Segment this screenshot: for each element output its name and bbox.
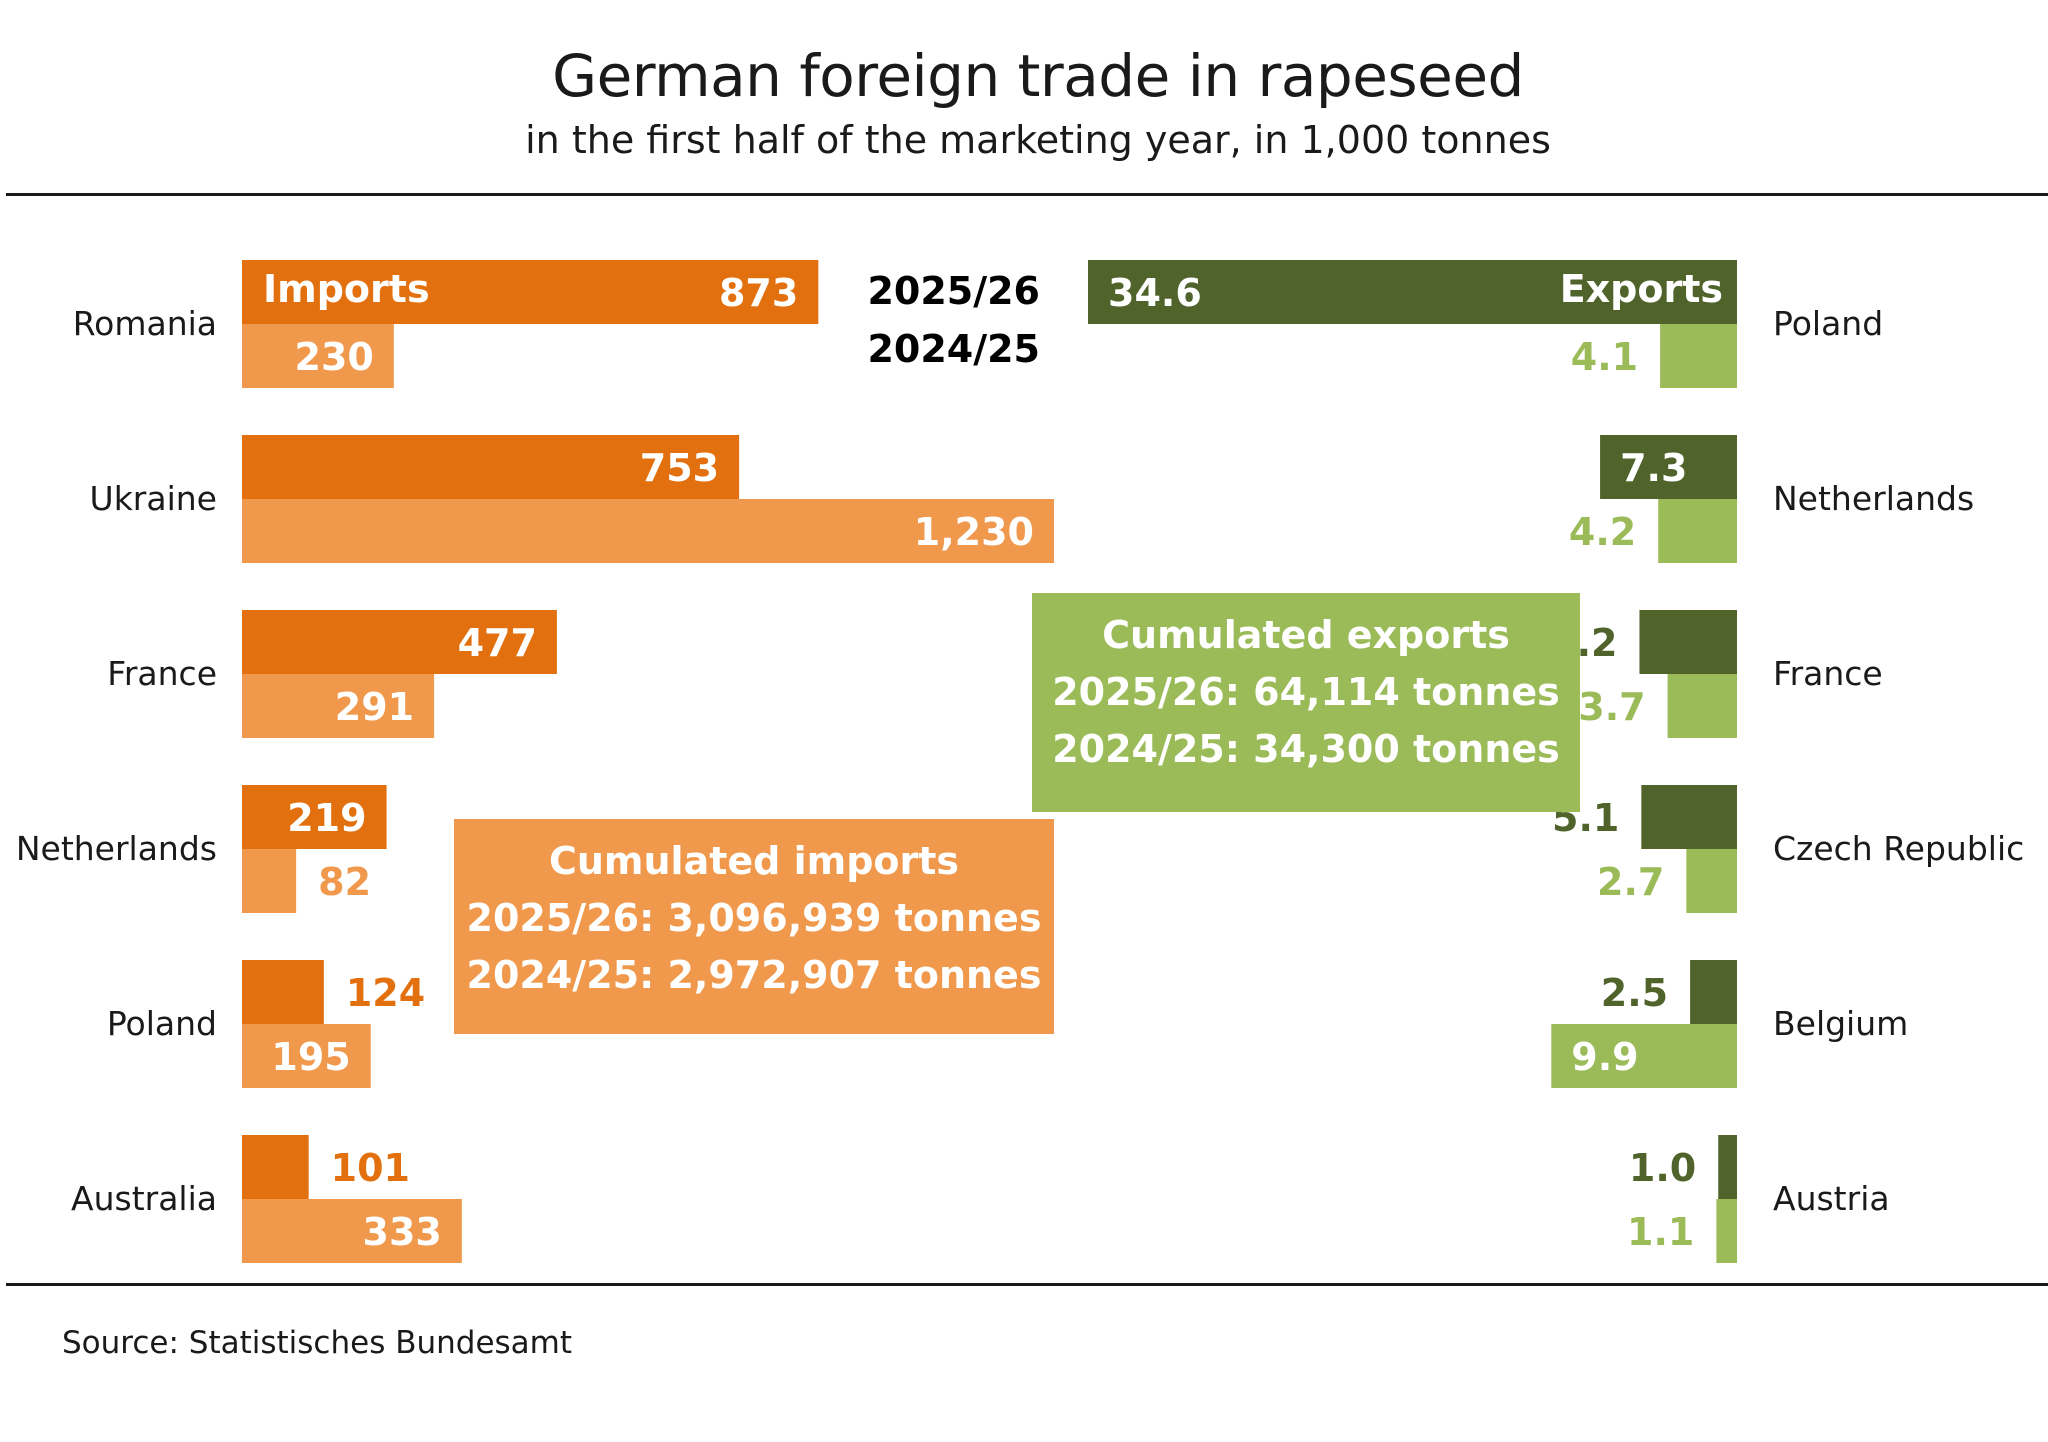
import-bar-romania-2025-26: [242, 260, 819, 324]
import-value-label: 230: [295, 335, 374, 379]
import-country-label: Netherlands: [16, 829, 217, 868]
import-value-label: 195: [271, 1035, 350, 1079]
import-bar-australia-2025-26: [242, 1135, 309, 1199]
source-note: Source: Statistisches Bundesamt: [62, 1325, 573, 1361]
import-bar-ukraine-2025-26: [242, 435, 740, 499]
import-country-label: Poland: [107, 1004, 217, 1043]
legend-season-2025-26: 2025/26: [867, 269, 1040, 313]
import-bar-netherlands-2024-25: [242, 849, 297, 913]
export-value-label: 2.7: [1597, 860, 1664, 904]
cumulated-imports-line-2: 2024/25: 2,972,907 tonnes: [466, 953, 1042, 997]
export-country-label: France: [1773, 654, 1883, 693]
export-value-label: 1.0: [1629, 1146, 1696, 1190]
export-value-label: 2.5: [1601, 971, 1668, 1015]
export-value-label: 1.1: [1627, 1210, 1694, 1254]
export-country-label: Poland: [1773, 304, 1883, 343]
export-country-label: Netherlands: [1773, 479, 1974, 518]
export-bar-czech-republic-2024-25: [1686, 849, 1737, 913]
import-bar-romania-2024-25: [242, 324, 394, 388]
cumulated-imports-line-1: 2025/26: 3,096,939 tonnes: [466, 896, 1042, 940]
export-bar-netherlands-2025-26: [1600, 435, 1737, 499]
export-bar-czech-republic-2025-26: [1641, 785, 1737, 849]
export-bar-belgium-2025-26: [1690, 960, 1737, 1024]
export-value-label: 3.7: [1578, 685, 1645, 729]
import-bar-netherlands-2025-26: [242, 785, 387, 849]
import-bar-france-2025-26: [242, 610, 557, 674]
legend-season-2024-25: 2024/25: [867, 327, 1040, 371]
chart-subtitle: in the first half of the marketing year,…: [525, 118, 1551, 162]
export-bar-belgium-2024-25: [1551, 1024, 1737, 1088]
import-bar-ukraine-2024-25: [242, 499, 1054, 563]
top-divider: [6, 193, 2048, 196]
import-bar-france-2024-25: [242, 674, 435, 738]
import-value-label: 291: [335, 685, 414, 729]
import-value-label: 124: [346, 971, 425, 1015]
import-value-label: 753: [640, 446, 719, 490]
import-country-label: Australia: [71, 1179, 217, 1218]
cumulated-exports-box: Cumulated exports 2025/26: 64,114 tonnes…: [1032, 593, 1580, 812]
import-value-label: 82: [318, 860, 371, 904]
import-bar-australia-2024-25: [242, 1199, 462, 1263]
export-value-label: 34.6: [1108, 271, 1202, 315]
export-bar-austria-2025-26: [1718, 1135, 1737, 1199]
import-value-label: 477: [458, 621, 537, 665]
export-value-label: 9.9: [1571, 1035, 1638, 1079]
export-country-label: Czech Republic: [1773, 829, 2024, 868]
cumulated-imports-box: Cumulated imports 2025/26: 3,096,939 ton…: [454, 819, 1054, 1034]
import-country-label: Romania: [73, 304, 217, 343]
import-country-label: France: [107, 654, 217, 693]
import-bar-poland-2024-25: [242, 1024, 371, 1088]
export-bar-poland-2025-26: [1088, 260, 1737, 324]
export-value-label: 4.1: [1571, 335, 1638, 379]
cumulated-exports-line-2: 2024/25: 34,300 tonnes: [1052, 727, 1560, 771]
import-value-label: 1,230: [914, 510, 1034, 554]
exports-panel-title: Exports: [1560, 267, 1723, 311]
export-country-label: Austria: [1773, 1179, 1890, 1218]
cumulated-imports-title: Cumulated imports: [548, 839, 960, 883]
export-bar-france-2025-26: [1639, 610, 1737, 674]
import-value-label: 333: [363, 1210, 442, 1254]
imports-panel-title: Imports: [263, 267, 430, 311]
import-value-label: 219: [287, 796, 366, 840]
chart-title: German foreign trade in rapeseed: [552, 42, 1524, 110]
import-value-label: 101: [331, 1146, 410, 1190]
export-value-label: 4.2: [1569, 510, 1636, 554]
export-bar-france-2024-25: [1667, 674, 1737, 738]
cumulated-exports-line-1: 2025/26: 64,114 tonnes: [1052, 670, 1560, 714]
export-country-label: Belgium: [1773, 1004, 1908, 1043]
import-country-label: Ukraine: [90, 479, 217, 518]
export-bar-poland-2024-25: [1660, 324, 1737, 388]
export-bar-austria-2024-25: [1716, 1199, 1737, 1263]
import-bar-poland-2025-26: [242, 960, 324, 1024]
import-value-label: 873: [719, 271, 798, 315]
export-value-label: 7.3: [1620, 446, 1687, 490]
bottom-divider: [6, 1283, 2048, 1286]
export-bar-netherlands-2024-25: [1658, 499, 1737, 563]
cumulated-exports-title: Cumulated exports: [1102, 613, 1510, 657]
